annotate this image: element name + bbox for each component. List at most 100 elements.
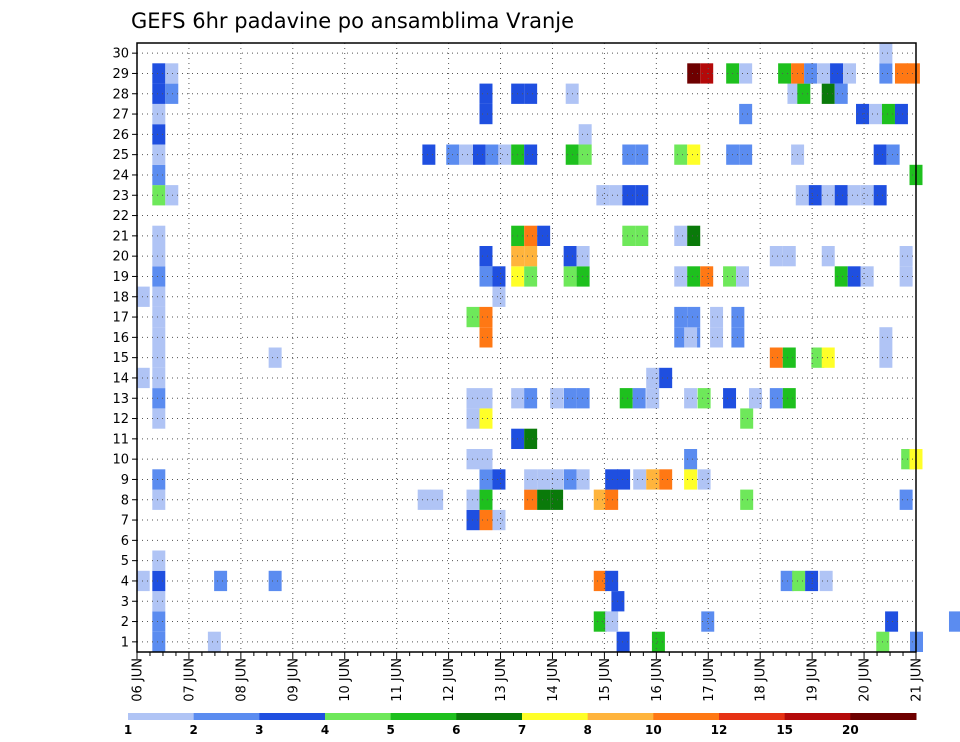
y-tick-label: 9 <box>121 473 129 488</box>
precip-cell <box>697 469 711 490</box>
x-tick-label: 12 JUN <box>442 658 457 702</box>
x-tick-label: 07 JUN <box>182 658 197 702</box>
precip-cell <box>687 225 701 246</box>
precip-cell <box>622 225 636 246</box>
precip-cell <box>492 266 506 287</box>
x-tick-label: 19 JUN <box>806 658 821 702</box>
colorbar: 1 2 3 4 5 6 7 8 10 12 15 20 <box>124 713 917 737</box>
precip-cell <box>563 246 577 267</box>
precip-cell <box>808 185 822 206</box>
y-tick-label: 6 <box>121 534 129 549</box>
precip-cell <box>576 388 590 409</box>
colorbar-label: 15 <box>776 723 793 737</box>
y-tick-label: 14 <box>112 371 129 386</box>
colorbar-swatch <box>850 713 917 720</box>
y-tick-label: 28 <box>112 87 129 102</box>
precip-cell <box>430 489 444 510</box>
x-tick-label: 11 JUN <box>390 658 405 702</box>
precip-cell <box>152 63 166 84</box>
precip-cell <box>700 63 714 84</box>
precip-cell <box>899 489 913 510</box>
precip-cell <box>152 489 166 510</box>
y-tick-label: 2 <box>121 615 129 630</box>
precip-cell <box>847 185 861 206</box>
precip-cell <box>948 611 960 632</box>
precip-cell <box>739 144 753 165</box>
precip-cell <box>792 570 806 592</box>
precip-cell <box>524 144 538 165</box>
precip-cell <box>537 489 551 510</box>
y-tick-label: 29 <box>112 67 129 82</box>
colorbar-swatch <box>390 713 457 720</box>
precip-cell <box>593 489 607 510</box>
precip-cell <box>821 347 835 368</box>
precip-cell <box>843 63 857 84</box>
precip-cell <box>537 469 551 490</box>
precip-cell <box>605 469 619 490</box>
precip-cell <box>576 469 590 490</box>
precip-cell <box>593 570 607 592</box>
precip-cell <box>635 225 649 246</box>
precip-cell <box>834 83 848 104</box>
colorbar-label: 5 <box>386 723 394 737</box>
precip-cell <box>817 63 831 84</box>
precip-cell <box>622 185 636 206</box>
precip-cell <box>739 63 753 84</box>
precip-cell <box>479 408 493 429</box>
x-tick-label: 16 JUN <box>650 658 665 702</box>
y-tick-label: 19 <box>112 270 129 285</box>
precip-cell <box>879 347 893 368</box>
y-tick-label: 24 <box>112 168 129 183</box>
precip-cell <box>152 225 166 246</box>
precip-cell <box>563 388 577 409</box>
x-tick-label: 21 JUN <box>910 658 925 702</box>
precip-cell <box>578 144 592 165</box>
precip-cell <box>268 347 282 368</box>
precip-cell <box>674 225 688 246</box>
precip-cell <box>659 367 673 389</box>
y-tick-label: 10 <box>112 453 129 468</box>
chart-title: GEFS 6hr padavine po ansamblima Vranje <box>131 9 574 33</box>
precip-cell <box>723 266 737 287</box>
precip-cell <box>687 144 701 165</box>
precip-cell <box>847 266 861 287</box>
plot-background <box>137 43 916 652</box>
precip-cell <box>879 43 893 64</box>
precip-cell <box>687 266 701 287</box>
x-tick-label: 14 JUN <box>546 658 561 702</box>
y-tick-label: 16 <box>112 331 129 346</box>
precip-cell <box>152 367 166 389</box>
precip-cell <box>710 306 724 328</box>
colorbar-swatch <box>784 713 851 720</box>
y-tick-label: 30 <box>112 47 129 62</box>
precip-cell <box>466 449 480 470</box>
precip-cell <box>152 347 166 368</box>
precip-cell <box>782 388 796 409</box>
precip-cell <box>674 306 688 328</box>
precip-cell <box>894 63 908 84</box>
precip-cell <box>136 367 150 389</box>
precip-cell <box>821 185 835 206</box>
precip-cell <box>674 144 688 165</box>
precip-cell <box>207 631 221 652</box>
precip-cell <box>740 408 754 429</box>
precip-cell <box>769 388 783 409</box>
precip-cell <box>869 103 882 125</box>
precip-cell <box>152 388 166 409</box>
precip-cell <box>723 388 737 409</box>
precip-cell <box>881 103 895 125</box>
precip-cell <box>899 266 913 287</box>
precip-cell <box>152 611 166 632</box>
precip-cell <box>879 327 893 348</box>
precip-cell <box>886 144 900 165</box>
precip-cell <box>479 266 493 287</box>
precip-cell <box>906 63 920 84</box>
precip-cell <box>479 489 493 510</box>
precip-cell <box>819 570 833 592</box>
precip-cell <box>165 63 179 84</box>
precip-cell <box>769 246 783 267</box>
precip-cell <box>605 489 619 510</box>
precip-cell <box>479 469 493 490</box>
precip-cell <box>524 489 538 510</box>
